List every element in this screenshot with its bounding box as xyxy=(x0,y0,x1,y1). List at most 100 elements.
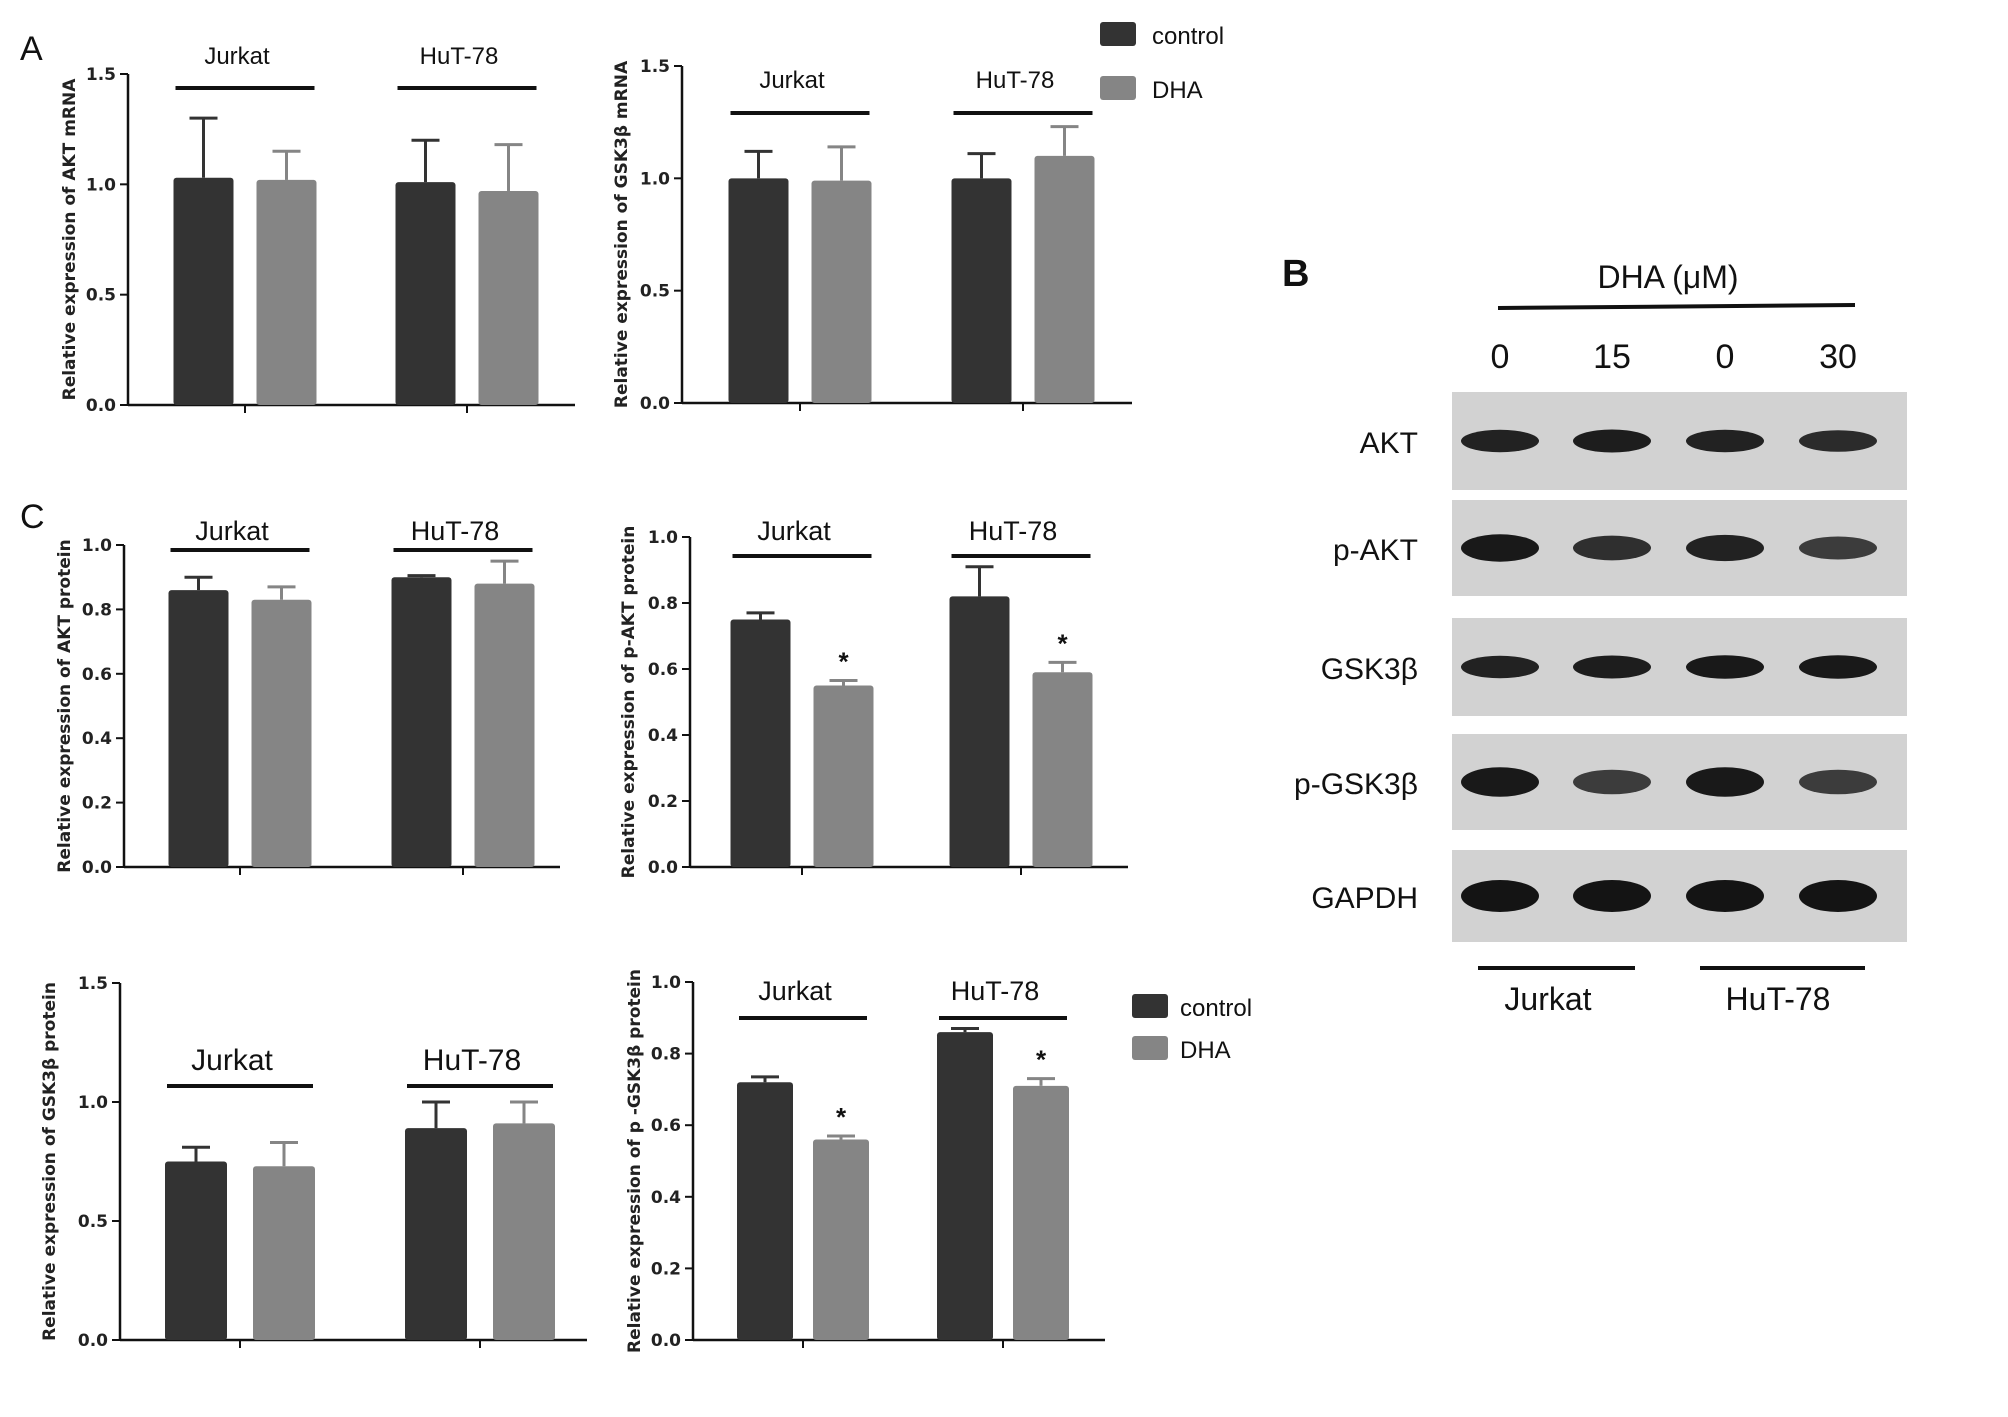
blot-row-label: GSK3β xyxy=(1321,653,1418,686)
gsk-protein-chart: 0.0 0.5 1.0 1.5 Relative expression of GSK3β… xyxy=(40,974,587,1351)
akt-mrna-bar-dha xyxy=(478,190,539,405)
akt-protein-bar-dha xyxy=(474,583,535,867)
pakt-protein-ytick-label: 0.0 xyxy=(648,858,678,878)
blot-band xyxy=(1799,536,1877,560)
legend-top: control DHA xyxy=(1100,22,1224,104)
blot-band xyxy=(1573,880,1651,912)
pakt-protein-bar-control xyxy=(949,596,1010,867)
blot-band xyxy=(1461,767,1539,797)
pakt-protein-ylabel: Relative expression of p-AKT protein xyxy=(619,526,639,879)
gsk-protein-group-label: HuT-78 xyxy=(423,1044,521,1077)
panel-label-c: C xyxy=(20,498,45,536)
akt-protein-ytick-label: 0.8 xyxy=(82,600,112,620)
akt-protein-group-label: HuT-78 xyxy=(411,516,500,546)
pgsk-protein-group-label: Jurkat xyxy=(758,976,832,1006)
akt-protein-ytick-label: 0.2 xyxy=(82,794,112,814)
gsk-protein-bar-dha xyxy=(253,1166,315,1340)
akt-protein-ytick-label: 0.6 xyxy=(82,665,112,685)
blot-band xyxy=(1686,655,1764,679)
akt-mrna-chart: 0.0 0.5 1.0 1.5 Relative expression of AKT m… xyxy=(60,43,575,416)
akt-protein-ytick-label: 1.0 xyxy=(82,536,112,556)
blot-band xyxy=(1686,880,1764,912)
akt-protein-bar-control xyxy=(391,577,452,867)
pgsk-protein-ytick-label: 0.4 xyxy=(651,1188,681,1208)
pgsk-protein-bar-control xyxy=(737,1082,793,1340)
blot-lane-label: 30 xyxy=(1819,338,1857,376)
gsk-mrna-group-label: Jurkat xyxy=(759,67,825,94)
akt-protein-group-label: Jurkat xyxy=(195,516,269,546)
gsk-protein-ylabel: Relative expression of GSK3β protein xyxy=(40,982,60,1341)
blot-band xyxy=(1461,534,1539,562)
legend-bottom-control-swatch xyxy=(1132,994,1168,1018)
pakt-protein-ytick-label: 0.6 xyxy=(648,660,678,680)
blot-band xyxy=(1573,769,1651,795)
pgsk-protein-ytick-label: 0.0 xyxy=(651,1331,681,1351)
blot-band xyxy=(1686,767,1764,797)
panel-label-a: A xyxy=(20,30,43,68)
blot-lane-label: 0 xyxy=(1716,338,1735,376)
gsk-mrna-bar-control xyxy=(728,178,789,403)
panel-label-b: B xyxy=(1282,253,1309,295)
gsk-mrna-ytick-label: 0.5 xyxy=(640,282,670,302)
gsk-protein-ytick-label: 0.0 xyxy=(78,1331,108,1351)
blot-title: DHA (μM) xyxy=(1597,259,1738,295)
akt-protein-chart: 0.0 0.2 0.4 0.6 0.8 1.0 Relative expression of… xyxy=(55,516,560,878)
blot-lane-label: 0 xyxy=(1491,338,1510,376)
legend-top-dha-label: DHA xyxy=(1152,77,1203,104)
pgsk-protein-ytick-label: 1.0 xyxy=(651,973,681,993)
blot-band xyxy=(1573,535,1651,561)
akt-mrna-ylabel: Relative expression of AKT mRNA xyxy=(60,78,80,401)
blot-band xyxy=(1799,880,1877,912)
akt-mrna-bar-dha xyxy=(256,179,317,405)
pakt-protein-significance-mark: * xyxy=(1057,628,1068,658)
pgsk-protein-bar-dha xyxy=(813,1139,869,1340)
pakt-protein-bar-dha xyxy=(813,685,874,867)
blot-band xyxy=(1461,880,1539,912)
legend-bottom-dha-label: DHA xyxy=(1180,1037,1231,1064)
pakt-protein-bar-dha xyxy=(1032,672,1093,867)
blot-row-label: p-GSK3β xyxy=(1294,768,1418,801)
gsk-protein-bar-dha xyxy=(493,1123,555,1340)
blot-lane-label: 15 xyxy=(1593,338,1631,376)
pakt-protein-ytick-label: 1.0 xyxy=(648,528,678,548)
pakt-protein-ytick-label: 0.8 xyxy=(648,594,678,614)
akt-mrna-group-label: HuT-78 xyxy=(420,43,499,70)
gsk-mrna-bar-dha xyxy=(1034,155,1095,403)
pakt-protein-ytick-label: 0.4 xyxy=(648,726,678,746)
blot-band xyxy=(1573,429,1651,453)
pgsk-protein-bar-control xyxy=(937,1032,993,1340)
pgsk-protein-ylabel: Relative expression of p -GSK3β protein xyxy=(625,969,645,1353)
akt-mrna-ytick-label: 0.0 xyxy=(86,396,116,416)
legend-top-control-label: control xyxy=(1152,23,1224,50)
akt-protein-bar-control xyxy=(168,590,229,867)
gsk-protein-bar-control xyxy=(405,1128,467,1340)
gsk-mrna-ytick-label: 1.0 xyxy=(640,169,670,189)
akt-mrna-ytick-label: 0.5 xyxy=(86,286,116,306)
pgsk-protein-group-label: HuT-78 xyxy=(951,976,1040,1006)
blot-row-label: p-AKT xyxy=(1333,534,1418,567)
blot-band xyxy=(1799,655,1877,679)
gsk-mrna-ytick-label: 0.0 xyxy=(640,394,670,414)
pgsk-protein-ytick-label: 0.6 xyxy=(651,1116,681,1136)
blot-band xyxy=(1573,655,1651,679)
pgsk-protein-ytick-label: 0.8 xyxy=(651,1045,681,1065)
blot-title-bracket xyxy=(1497,303,1856,310)
pgsk-protein-bar-dha xyxy=(1013,1085,1069,1340)
western-blot: DHA (μM) 0 15 0 30 AKT p-AKT GSK3β p-GSK3β GAPDH J… xyxy=(1294,259,1907,1017)
pakt-protein-group-label: HuT-78 xyxy=(969,516,1058,546)
blot-band xyxy=(1799,430,1877,452)
gsk-mrna-ytick-label: 1.5 xyxy=(640,57,670,77)
legend-bottom-control-label: control xyxy=(1180,995,1252,1022)
pakt-protein-ytick-label: 0.2 xyxy=(648,792,678,812)
akt-mrna-bar-control xyxy=(395,182,456,405)
gsk-protein-group-label: Jurkat xyxy=(191,1044,273,1077)
akt-protein-ytick-label: 0.4 xyxy=(82,729,112,749)
akt-mrna-bar-control xyxy=(173,177,234,405)
blot-row-label: AKT xyxy=(1360,427,1418,460)
akt-mrna-ytick-label: 1.5 xyxy=(86,65,116,85)
blot-row-label: GAPDH xyxy=(1311,882,1418,915)
legend-top-dha-swatch xyxy=(1100,76,1136,100)
gsk-mrna-ylabel: Relative expression of GSK3β mRNA xyxy=(612,60,632,408)
gsk-protein-ytick-label: 1.0 xyxy=(78,1093,108,1113)
